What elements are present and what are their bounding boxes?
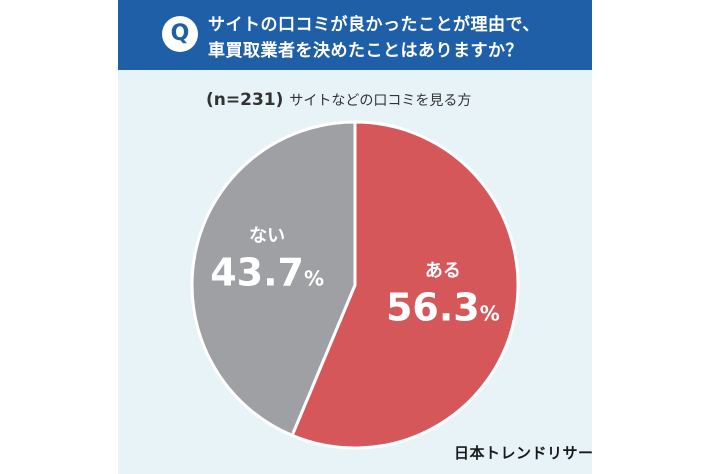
pie-slice-no [190, 120, 357, 437]
question-text-line2: 車買取業者を決めたことはありますか？ [208, 41, 523, 61]
chart-card: Q サイトの口コミが良かったことが理由で、 車買取業者を決めたことはありますか？… [118, 0, 592, 474]
question-text-line1: サイトの口コミが良かったことが理由で、 [208, 15, 540, 35]
sample-description: サイトなどの口コミを見る方 [289, 93, 472, 109]
brand-logo: 日本トレンドリサーチ [454, 444, 592, 462]
pie-chart: ある 56.3% ない 43.7% [190, 120, 520, 450]
slice-value-label: 56.3% [386, 286, 500, 330]
sample-size: (n=231) [206, 90, 284, 110]
pie-slice-yes [290, 120, 520, 450]
question-header: Q サイトの口コミが良かったことが理由で、 車買取業者を決めたことはありますか？ [118, 0, 592, 70]
question-badge: Q [162, 16, 198, 52]
slice-category-label: ある [425, 261, 461, 282]
slice-value-label: 43.7% [210, 250, 324, 294]
sample-subtitle: (n=231) サイトなどの口コミを見る方 [206, 90, 471, 110]
slice-category-label: ない [249, 225, 285, 246]
